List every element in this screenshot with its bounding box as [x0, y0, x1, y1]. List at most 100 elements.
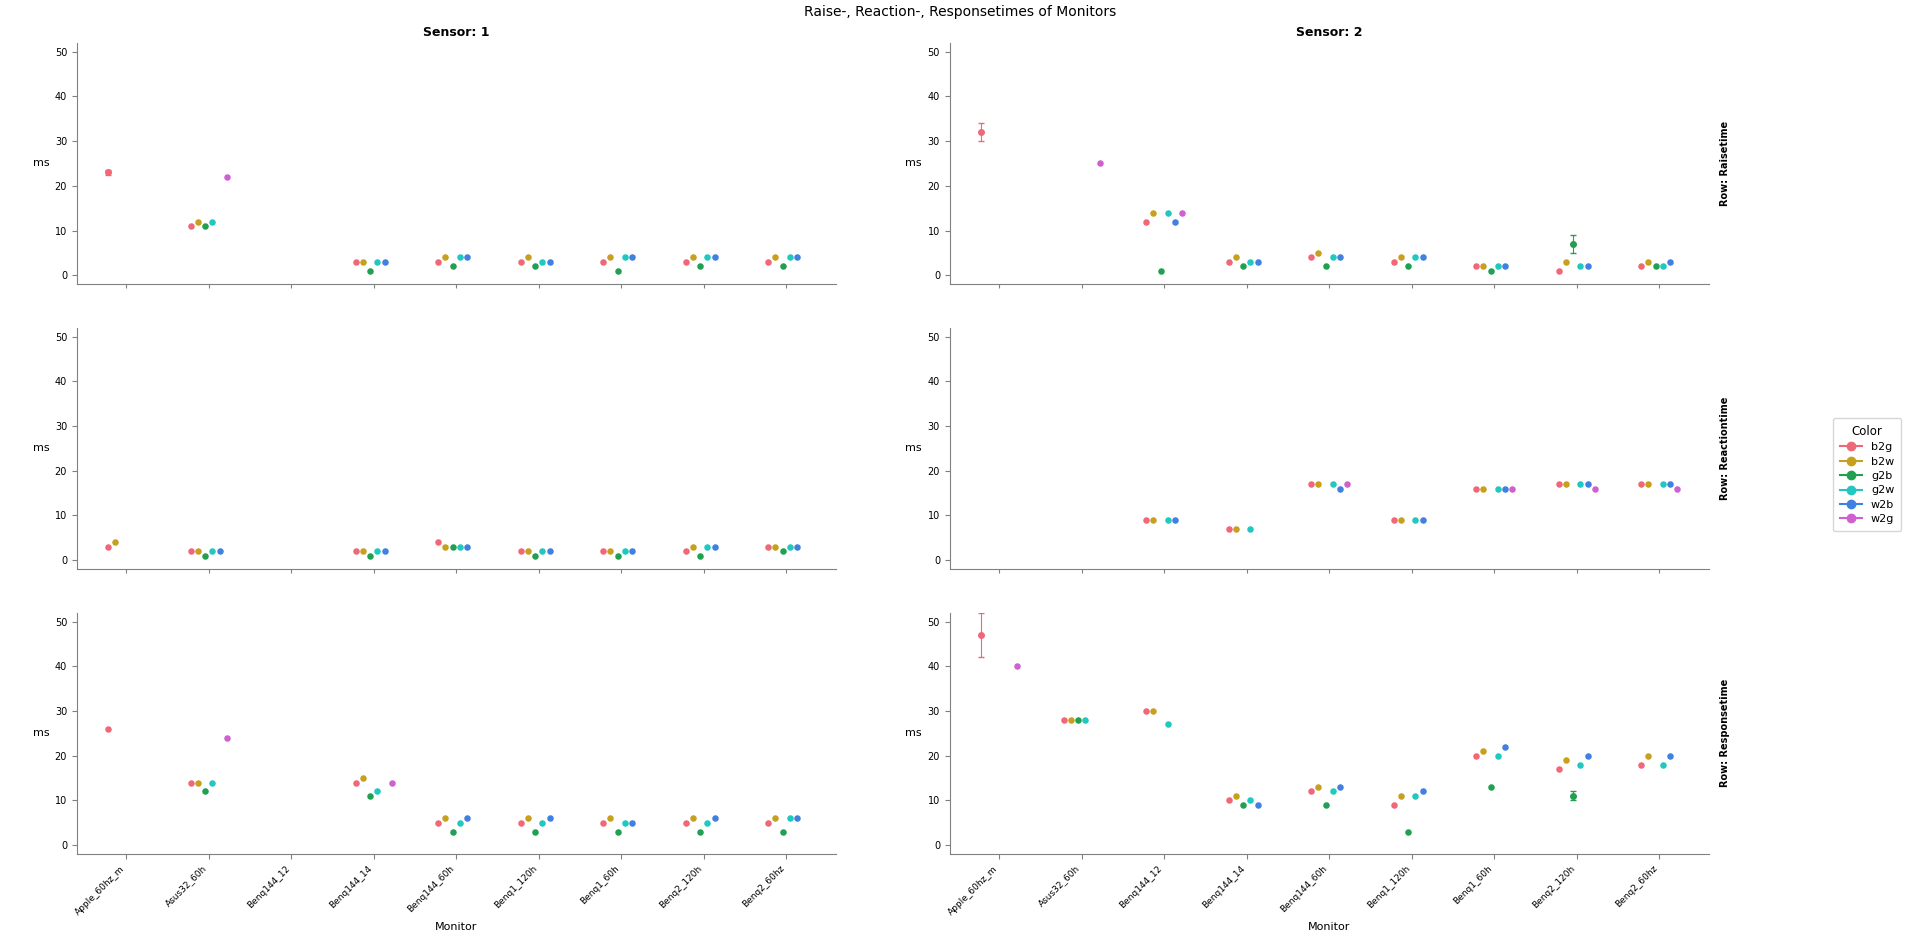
Point: [760, 810, 791, 826]
Point: [1475, 263, 1505, 278]
Point: [685, 549, 716, 564]
Point: [1064, 713, 1094, 728]
Point: [211, 169, 242, 184]
Point: [1296, 784, 1327, 799]
Point: [1647, 259, 1678, 274]
Point: [611, 815, 641, 830]
Point: [1152, 205, 1183, 220]
Point: [774, 810, 804, 826]
Point: [505, 544, 536, 559]
Point: [182, 775, 213, 791]
Point: [198, 214, 228, 229]
Point: [1317, 250, 1348, 265]
Point: [451, 810, 482, 826]
Point: [1152, 716, 1183, 732]
Point: [1379, 254, 1409, 270]
Point: [528, 544, 559, 559]
Point: [616, 815, 647, 830]
Point: [1386, 250, 1417, 265]
Point: [670, 254, 701, 270]
Point: [781, 810, 812, 826]
Point: [1655, 748, 1686, 763]
Point: [520, 259, 551, 274]
Point: [451, 539, 482, 554]
Point: [182, 214, 213, 229]
Point: [1139, 703, 1169, 718]
Point: [1490, 481, 1521, 496]
Point: [1048, 713, 1079, 728]
Point: [534, 254, 564, 270]
Point: [422, 815, 453, 830]
Y-axis label: ms: ms: [906, 443, 922, 454]
Point: [768, 824, 799, 839]
Point: [198, 544, 228, 559]
Point: [1544, 263, 1574, 278]
Point: [1634, 254, 1665, 270]
Point: [92, 721, 123, 736]
Point: [520, 549, 551, 564]
Point: [1221, 789, 1252, 804]
Point: [670, 815, 701, 830]
Point: [1309, 797, 1340, 812]
Text: Raise-, Reaction-, Responsetimes of Monitors: Raise-, Reaction-, Responsetimes of Moni…: [804, 5, 1116, 19]
Point: [1332, 476, 1363, 492]
Point: [1221, 250, 1252, 265]
Point: [1551, 254, 1582, 270]
Point: [678, 539, 708, 554]
Point: [1469, 481, 1500, 496]
Point: [355, 263, 386, 278]
Point: [1309, 259, 1340, 274]
Point: [1663, 481, 1693, 496]
Point: [1461, 481, 1492, 496]
Point: [1139, 512, 1169, 528]
Point: [699, 539, 730, 554]
Point: [340, 775, 371, 791]
Point: [603, 263, 634, 278]
Point: [1235, 521, 1265, 536]
Y-axis label: ms: ms: [906, 728, 922, 738]
Point: [1469, 744, 1500, 759]
Point: [1242, 254, 1273, 270]
Point: [1235, 254, 1265, 270]
Y-axis label: ms: ms: [33, 728, 50, 738]
Point: [355, 789, 386, 804]
X-axis label: Monitor: Monitor: [1308, 922, 1350, 932]
Point: [1461, 259, 1492, 274]
Point: [691, 539, 722, 554]
Point: [1551, 753, 1582, 768]
Point: [1407, 784, 1438, 799]
Point: [430, 539, 461, 554]
Point: [616, 544, 647, 559]
Point: [175, 775, 205, 791]
Point: [1379, 512, 1409, 528]
Point: [588, 815, 618, 830]
Point: [1544, 476, 1574, 492]
Point: [1551, 476, 1582, 492]
Point: [1634, 476, 1665, 492]
Point: [685, 259, 716, 274]
Point: [1160, 214, 1190, 229]
Point: [1304, 476, 1334, 492]
Point: [1213, 521, 1244, 536]
Point: [781, 539, 812, 554]
Point: [1626, 757, 1657, 772]
Y-axis label: ms: ms: [33, 158, 50, 169]
Point: [768, 259, 799, 274]
Point: [1379, 797, 1409, 812]
Point: [445, 815, 476, 830]
Y-axis label: ms: ms: [906, 158, 922, 169]
Point: [340, 544, 371, 559]
Point: [1572, 748, 1603, 763]
Point: [1144, 263, 1175, 278]
Point: [445, 250, 476, 265]
Point: [505, 254, 536, 270]
Point: [603, 549, 634, 564]
Point: [363, 544, 394, 559]
Point: [190, 549, 221, 564]
Point: [348, 544, 378, 559]
Point: [534, 810, 564, 826]
Point: [670, 544, 701, 559]
Point: [774, 250, 804, 265]
Point: [513, 544, 543, 559]
Point: [376, 775, 407, 791]
